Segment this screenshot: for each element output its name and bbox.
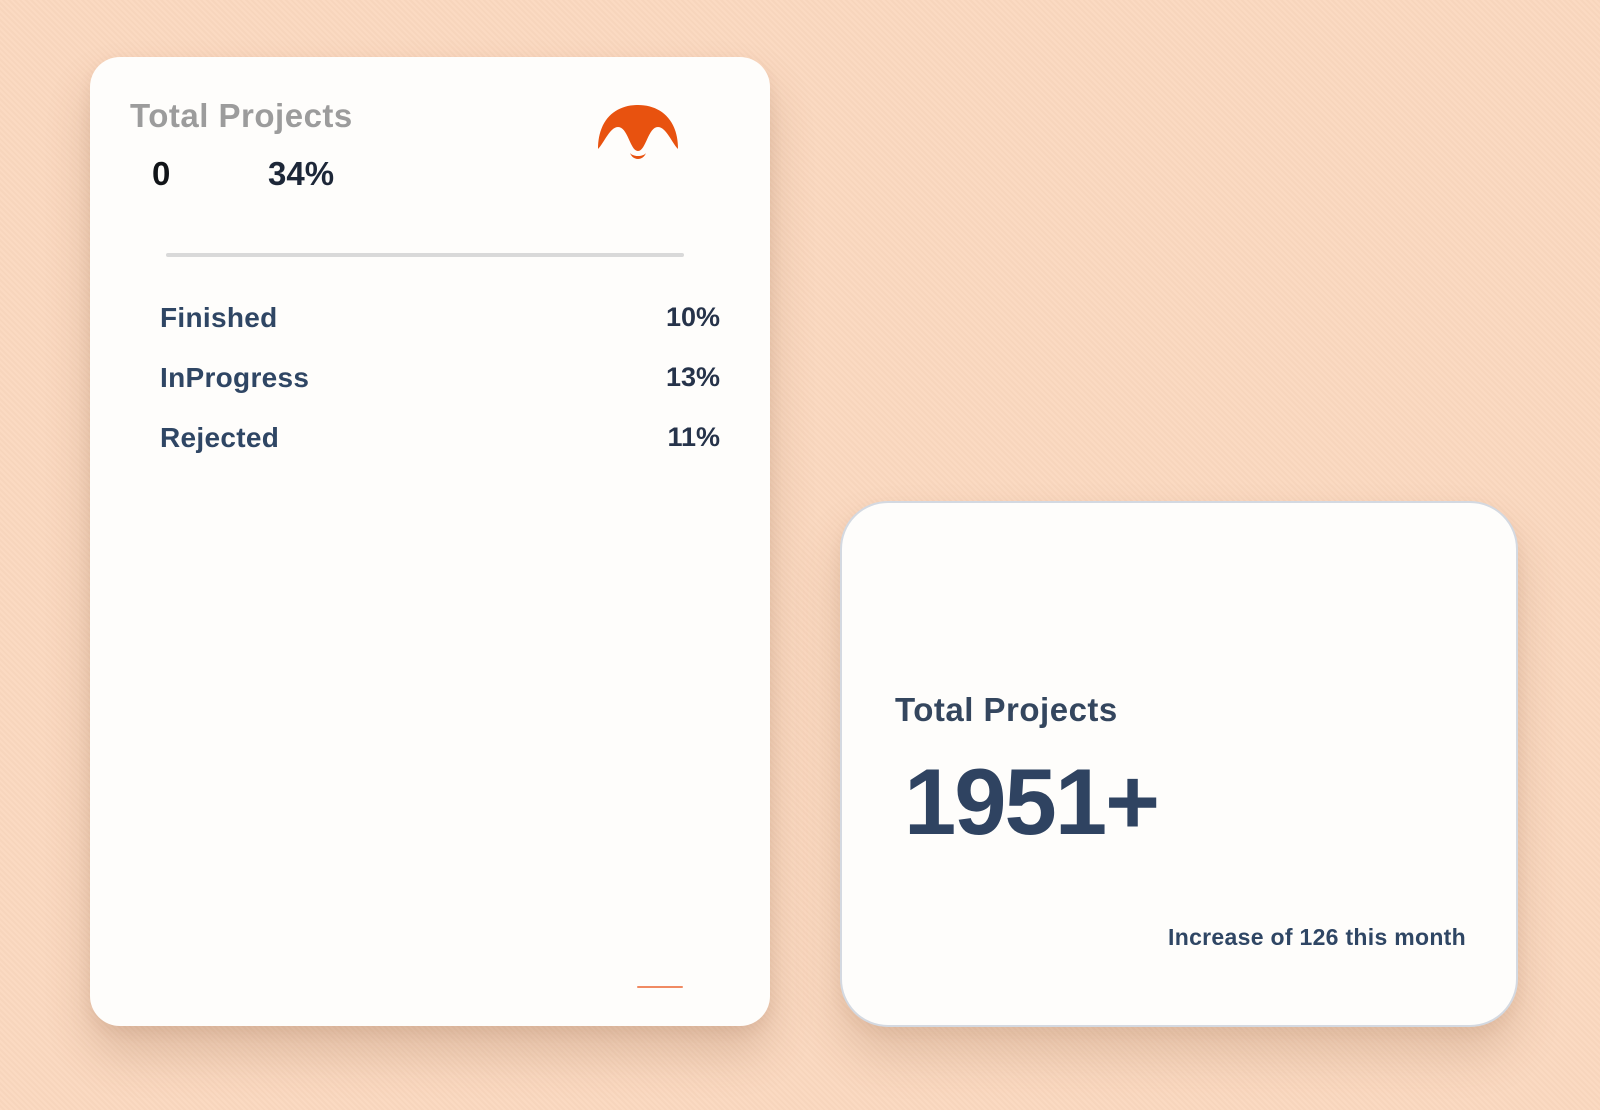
- stat-row-rejected: Rejected 11%: [160, 422, 720, 462]
- stat-row-finished: Finished 10%: [160, 302, 720, 342]
- stat-value: 10%: [665, 302, 720, 332]
- stat-row-inprogress: InProgress 13%: [160, 362, 720, 402]
- stat-value: 11%: [667, 422, 720, 452]
- total-projects-card: Total Projects 1951+ Increase of 126 thi…: [840, 501, 1518, 1027]
- stat-label: InProgress: [160, 362, 310, 393]
- divider: [166, 253, 684, 257]
- project-count: 0: [152, 155, 171, 192]
- monthly-increase-text: Increase of 126 this month: [1168, 924, 1466, 950]
- accent-line: [637, 986, 683, 988]
- orange-wave-logo-icon: [598, 105, 678, 159]
- stat-label: Rejected: [160, 422, 280, 453]
- card-title: Total Projects: [130, 97, 353, 134]
- project-breakdown-card: Total Projects 0 34% Finished 10% InProg…: [90, 57, 770, 1026]
- card-title: Total Projects: [895, 691, 1118, 728]
- project-percent: 34%: [268, 155, 335, 192]
- total-projects-value: 1951+: [904, 749, 1160, 854]
- stat-value: 13%: [665, 362, 720, 392]
- stat-label: Finished: [160, 302, 278, 333]
